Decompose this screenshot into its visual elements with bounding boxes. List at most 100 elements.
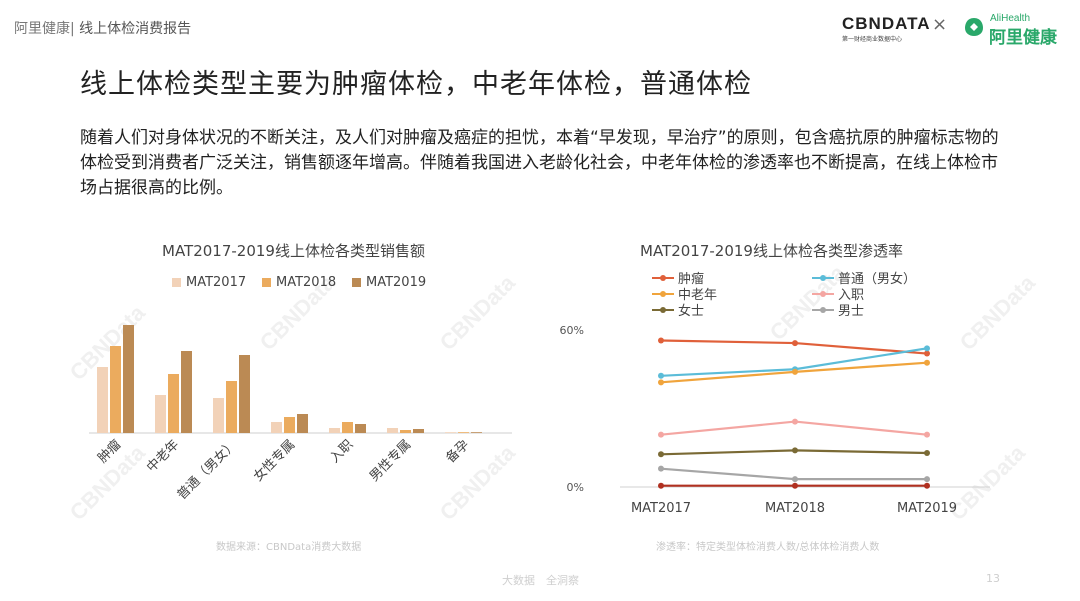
header-report: 线上体检消费报告 <box>74 21 192 37</box>
data-point <box>924 431 930 438</box>
bar <box>97 367 108 433</box>
alihealth-logo-icon <box>965 18 983 36</box>
line-chart-title: MAT2017-2019线上体检各类型渗透率 <box>640 242 903 260</box>
bar <box>400 430 411 433</box>
bar-legend-item: MAT2018 <box>262 275 336 290</box>
cbndata-logo-subtitle: 第一财经商业数据中心 <box>842 36 903 43</box>
line-legend-item: 女士 <box>652 300 704 319</box>
legend-swatch <box>352 278 361 287</box>
data-point <box>792 340 798 347</box>
bar <box>155 395 166 433</box>
x-tick-label: 肿瘤 <box>95 437 125 467</box>
data-point <box>792 447 798 454</box>
data-point <box>924 482 930 489</box>
source-note-left: 数据来源：CBNData消费大数据 <box>216 542 362 553</box>
legend-label: MAT2017 <box>186 275 247 290</box>
legend-label: 入职 <box>838 288 865 303</box>
data-point <box>792 368 798 375</box>
data-point <box>658 337 664 344</box>
footer-text: 大数据 <box>502 574 535 587</box>
legend-label: 普通（男女） <box>838 272 917 287</box>
bar <box>284 417 295 433</box>
x-tick-label: 女性专属 <box>250 437 298 485</box>
data-point <box>658 465 664 472</box>
line-legend-item: 普通（男女） <box>812 268 916 287</box>
data-point <box>658 431 664 438</box>
line-legend-item: 中老年 <box>652 284 717 303</box>
x-tick-label: MAT2018 <box>765 501 825 516</box>
data-point <box>924 345 930 352</box>
legend-label: MAT2019 <box>366 275 427 290</box>
data-point <box>924 476 930 483</box>
legend-swatch <box>652 306 674 313</box>
bar <box>226 381 237 433</box>
line-chart: 60% 0% MAT2017 MAT2018 MAT2019 <box>560 324 990 516</box>
bar <box>110 346 121 433</box>
legend-label: 男士 <box>838 304 865 319</box>
bar <box>355 424 366 433</box>
data-point <box>658 451 664 458</box>
bar <box>168 374 179 433</box>
data-point <box>792 476 798 483</box>
bar <box>413 429 424 433</box>
line-legend-item: 男士 <box>812 300 864 319</box>
x-tick-label: MAT2019 <box>897 501 957 516</box>
x-tick-label: 备孕 <box>443 437 473 467</box>
header-brand: 阿里健康| <box>14 21 75 37</box>
y-tick-label: 60% <box>560 324 584 337</box>
times-icon: × <box>932 14 948 35</box>
legend-label: 中老年 <box>678 288 718 303</box>
legend-swatch <box>652 274 674 281</box>
bar-legend-item: MAT2019 <box>352 275 426 290</box>
y-tick-label: 0% <box>567 481 584 494</box>
footer-text: 全洞察 <box>546 574 579 587</box>
data-point <box>658 482 664 489</box>
bar <box>471 432 482 433</box>
bar <box>297 414 308 433</box>
cbndata-logo: CBNDATA <box>842 14 931 33</box>
data-point <box>924 350 930 357</box>
alihealth-logo-cn: 阿里健康 <box>989 28 1057 48</box>
bar <box>387 428 398 433</box>
legend-swatch <box>172 278 181 287</box>
bar <box>239 355 250 433</box>
page-title: 线上体检类型主要为肿瘤体检，中老年体检，普通体检 <box>80 69 752 100</box>
legend-label: MAT2018 <box>276 275 337 290</box>
legend-label: 女士 <box>678 304 705 319</box>
bar <box>213 398 224 433</box>
legend-swatch <box>812 290 834 297</box>
line-legend-item: 入职 <box>812 284 864 303</box>
bar <box>329 428 340 433</box>
x-tick-label: 普通（男女） <box>174 437 240 503</box>
legend-swatch <box>812 274 834 281</box>
data-point <box>792 482 798 489</box>
alihealth-logo-en: AliHealth <box>990 13 1031 24</box>
data-point <box>658 379 664 386</box>
bar <box>123 325 134 433</box>
x-tick-label: MAT2017 <box>631 501 691 516</box>
data-point <box>658 372 664 379</box>
bar-chart-title: MAT2017-2019线上体检各类型销售额 <box>162 242 425 260</box>
bar <box>458 432 469 433</box>
data-point <box>792 418 798 425</box>
legend-label: 肿瘤 <box>678 272 705 287</box>
bar <box>342 422 353 433</box>
legend-swatch <box>652 290 674 297</box>
intro-paragraph: 随着人们对身体状况的不断关注，及人们对肿瘤及癌症的担忧，本着“早发现，早治疗”的… <box>80 128 999 198</box>
bar-legend-item: MAT2017 <box>172 275 246 290</box>
bar <box>445 432 456 433</box>
header-report-title: 阿里健康| 线上体检消费报告 <box>14 18 191 38</box>
source-note-right: 渗透率：特定类型体检消费人数/总体体检消费人数 <box>656 542 880 553</box>
legend-swatch <box>812 306 834 313</box>
page-number: 13 <box>986 572 1000 585</box>
bar <box>181 351 192 433</box>
x-tick-label: 中老年 <box>144 437 182 475</box>
x-tick-label: 男性专属 <box>367 437 414 484</box>
data-point <box>924 359 930 366</box>
x-tick-label: 入职 <box>327 437 356 466</box>
legend-swatch <box>262 278 271 287</box>
data-point <box>924 449 930 456</box>
bar <box>271 422 282 433</box>
line-legend-item: 肿瘤 <box>652 268 704 287</box>
